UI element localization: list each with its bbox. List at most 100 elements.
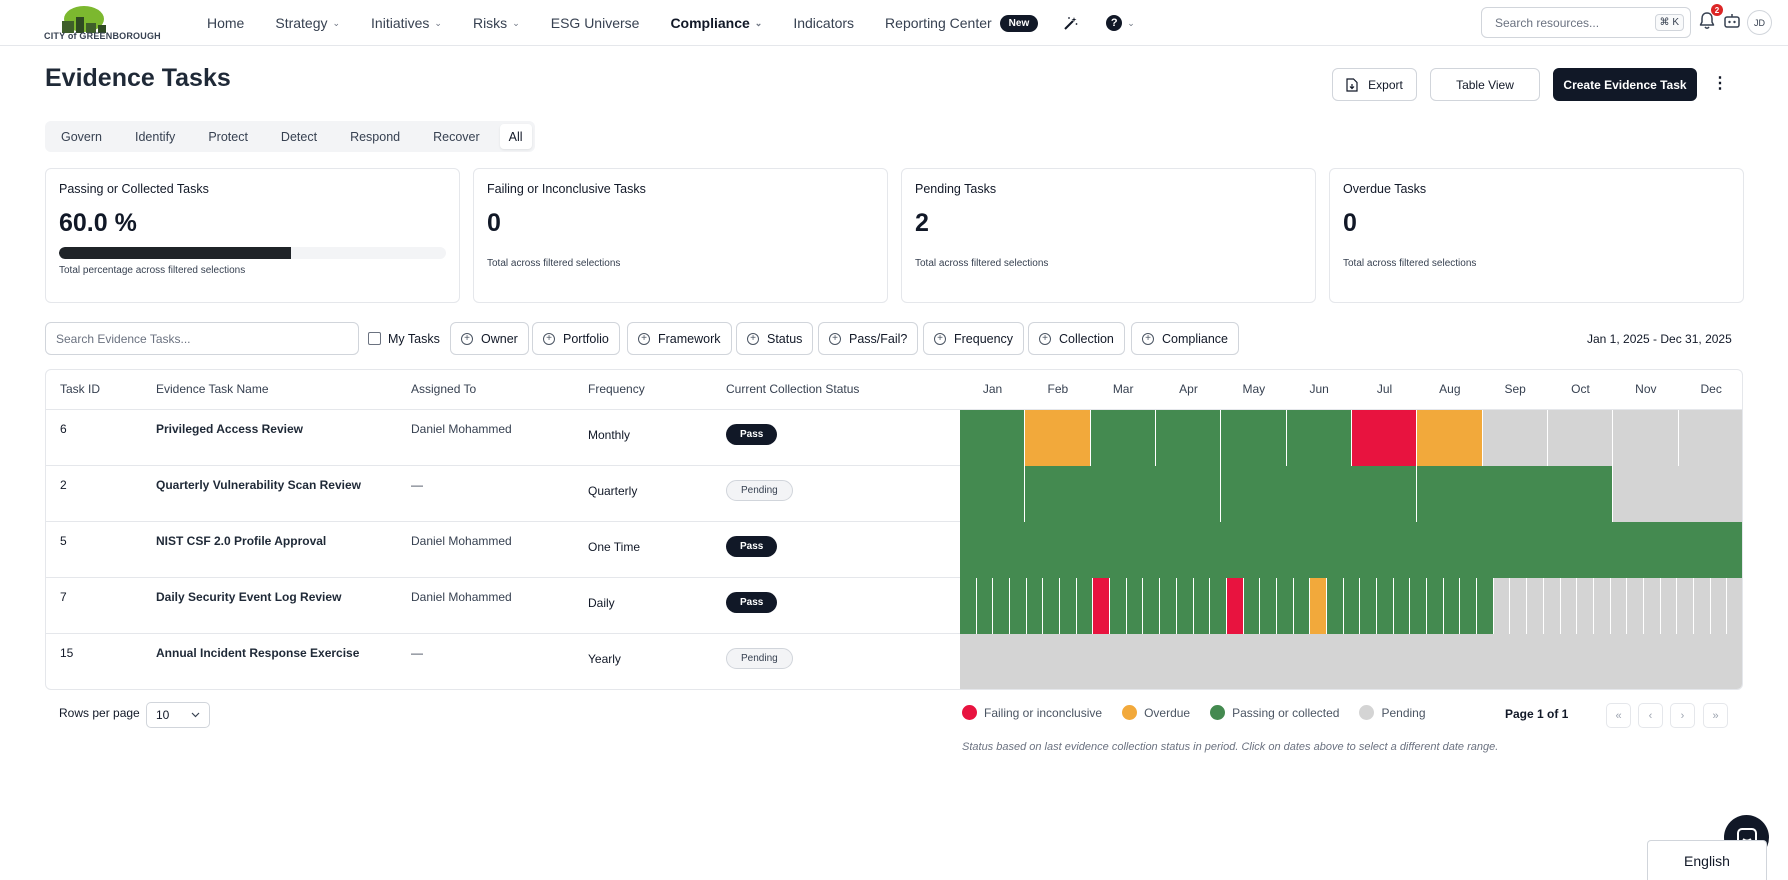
nav-item-initiatives[interactable]: Initiatives ⌄ bbox=[371, 15, 442, 31]
nav-item-risks[interactable]: Risks ⌄ bbox=[473, 15, 520, 31]
task-name-link[interactable]: Annual Incident Response Exercise bbox=[156, 646, 360, 660]
robot-icon[interactable] bbox=[1723, 12, 1741, 30]
timeline-segment[interactable] bbox=[1548, 410, 1614, 466]
timeline-segment[interactable] bbox=[1727, 578, 1742, 634]
timeline-segment[interactable] bbox=[993, 578, 1011, 634]
filter-status[interactable]: + Status bbox=[736, 322, 814, 355]
timeline-segment[interactable] bbox=[1613, 410, 1679, 466]
timeline-segment[interactable] bbox=[1156, 410, 1222, 466]
nav-item-strategy[interactable]: Strategy ⌄ bbox=[275, 15, 340, 31]
date-range[interactable]: Jan 1, 2025 - Dec 31, 2025 bbox=[1587, 332, 1732, 346]
timeline-segment[interactable] bbox=[1221, 410, 1287, 466]
timeline-segment[interactable] bbox=[1417, 466, 1614, 522]
previous-page-button[interactable]: ‹ bbox=[1638, 703, 1663, 728]
month-header[interactable]: Apr bbox=[1179, 382, 1198, 396]
timeline-segment[interactable] bbox=[1276, 578, 1294, 634]
timeline-segment[interactable] bbox=[1310, 578, 1327, 634]
timeline-segment[interactable] bbox=[1410, 578, 1428, 634]
timeline-segment[interactable] bbox=[1493, 578, 1511, 634]
create-evidence-task-button[interactable]: Create Evidence Task bbox=[1553, 68, 1697, 101]
timeline-segment[interactable] bbox=[1160, 578, 1177, 634]
timeline-segment[interactable] bbox=[1417, 410, 1483, 466]
timeline-segment[interactable] bbox=[1010, 578, 1027, 634]
city-logo[interactable]: CITY of GREENBOROUGH bbox=[44, 3, 161, 43]
month-header[interactable]: Oct bbox=[1571, 382, 1590, 396]
timeline-segment[interactable] bbox=[1593, 578, 1611, 634]
timeline-segment[interactable] bbox=[1393, 578, 1411, 634]
tab-detect[interactable]: Detect bbox=[280, 129, 318, 144]
timeline-segment[interactable] bbox=[1193, 578, 1211, 634]
task-name-link[interactable]: Daily Security Event Log Review bbox=[156, 590, 342, 604]
timeline-segment[interactable] bbox=[1613, 466, 1742, 522]
timeline-segment[interactable] bbox=[1076, 578, 1094, 634]
next-page-button[interactable]: › bbox=[1670, 703, 1695, 728]
month-header[interactable]: May bbox=[1242, 382, 1266, 396]
timeline-segment[interactable] bbox=[1643, 578, 1661, 634]
table-row[interactable]: 7 Daily Security Event Log Review Daniel M… bbox=[46, 578, 1742, 634]
filter-framework[interactable]: + Framework bbox=[627, 322, 732, 355]
user-avatar[interactable]: JD bbox=[1747, 10, 1772, 35]
timeline-segment[interactable] bbox=[1243, 578, 1261, 634]
month-header[interactable]: Mar bbox=[1112, 382, 1134, 396]
tab-govern[interactable]: Govern bbox=[61, 129, 102, 144]
timeline-segment[interactable] bbox=[1110, 578, 1127, 634]
filter-frequency[interactable]: + Frequency bbox=[923, 322, 1025, 355]
timeline-segment[interactable] bbox=[1043, 578, 1061, 634]
timeline-segment[interactable] bbox=[960, 410, 1026, 466]
rows-per-page-select[interactable]: 10 bbox=[146, 702, 210, 728]
month-header[interactable]: Jun bbox=[1309, 382, 1329, 396]
month-header[interactable]: Aug bbox=[1439, 382, 1461, 396]
timeline-segment[interactable] bbox=[1326, 578, 1344, 634]
timeline-segment[interactable] bbox=[1543, 578, 1561, 634]
timeline-segment[interactable] bbox=[1143, 578, 1161, 634]
task-name-link[interactable]: NIST CSF 2.0 Profile Approval bbox=[156, 534, 327, 548]
evidence-task-search-input[interactable]: Search Evidence Tasks... bbox=[45, 322, 359, 355]
timeline-segment[interactable] bbox=[1093, 578, 1111, 634]
tab-recover[interactable]: Recover bbox=[433, 129, 480, 144]
tab-all[interactable]: All bbox=[499, 124, 532, 149]
timeline-segment[interactable] bbox=[1293, 578, 1311, 634]
timeline-segment[interactable] bbox=[1678, 410, 1742, 466]
last-page-button[interactable]: » bbox=[1703, 703, 1728, 728]
table-row[interactable]: 15 Annual Incident Response Exercise — Year… bbox=[46, 634, 1742, 689]
bell-icon[interactable] bbox=[1697, 11, 1717, 31]
filter-portfolio[interactable]: + Portfolio bbox=[532, 322, 620, 355]
timeline-segment[interactable] bbox=[1477, 578, 1494, 634]
nav-item-indicators[interactable]: Indicators bbox=[793, 15, 854, 31]
first-page-button[interactable]: « bbox=[1606, 703, 1631, 728]
timeline-segment[interactable] bbox=[1221, 466, 1418, 522]
filter-owner[interactable]: + Owner bbox=[450, 322, 529, 355]
timeline-segment[interactable] bbox=[1660, 578, 1678, 634]
timeline-segment[interactable] bbox=[1560, 578, 1578, 634]
help-menu[interactable]: ? ⌄ bbox=[1106, 15, 1135, 31]
table-row[interactable]: 5 NIST CSF 2.0 Profile Approval Daniel Moh… bbox=[46, 522, 1742, 578]
timeline-segment[interactable] bbox=[1360, 578, 1377, 634]
nav-item-reporting-center[interactable]: Reporting Center New bbox=[885, 14, 1039, 32]
timeline-segment[interactable] bbox=[1377, 578, 1394, 634]
filter-passfail[interactable]: + Pass/Fail? bbox=[818, 322, 919, 355]
timeline-segment[interactable] bbox=[1427, 578, 1444, 634]
timeline-segment[interactable] bbox=[960, 522, 1742, 578]
timeline-segment[interactable] bbox=[1025, 466, 1222, 522]
task-name-link[interactable]: Quarterly Vulnerability Scan Review bbox=[156, 478, 361, 492]
resource-search-input[interactable]: Search resources... ⌘ K bbox=[1481, 7, 1691, 38]
month-header[interactable]: Sep bbox=[1504, 382, 1526, 396]
timeline-segment[interactable] bbox=[1060, 578, 1077, 634]
month-header[interactable]: Jul bbox=[1376, 382, 1393, 396]
nav-item-compliance[interactable]: Compliance ⌄ bbox=[670, 15, 762, 31]
timeline-segment[interactable] bbox=[1352, 410, 1418, 466]
my-tasks-toggle[interactable]: My Tasks bbox=[368, 322, 440, 355]
magic-wand-icon[interactable] bbox=[1063, 16, 1078, 31]
timeline-segment[interactable] bbox=[1610, 578, 1628, 634]
timeline-segment[interactable] bbox=[1693, 578, 1711, 634]
month-header[interactable]: Jan bbox=[982, 382, 1003, 396]
timeline-segment[interactable] bbox=[1126, 578, 1144, 634]
filter-compliance[interactable]: + Compliance bbox=[1131, 322, 1240, 355]
timeline-segment[interactable] bbox=[1286, 410, 1352, 466]
table-row[interactable]: 2 Quarterly Vulnerability Scan Review — Qua… bbox=[46, 466, 1742, 522]
tab-identify[interactable]: Identify bbox=[135, 129, 176, 144]
timeline-segment[interactable] bbox=[1627, 578, 1644, 634]
timeline-segment[interactable] bbox=[1510, 578, 1528, 634]
timeline-segment[interactable] bbox=[1026, 578, 1044, 634]
timeline-segment[interactable] bbox=[1343, 578, 1361, 634]
